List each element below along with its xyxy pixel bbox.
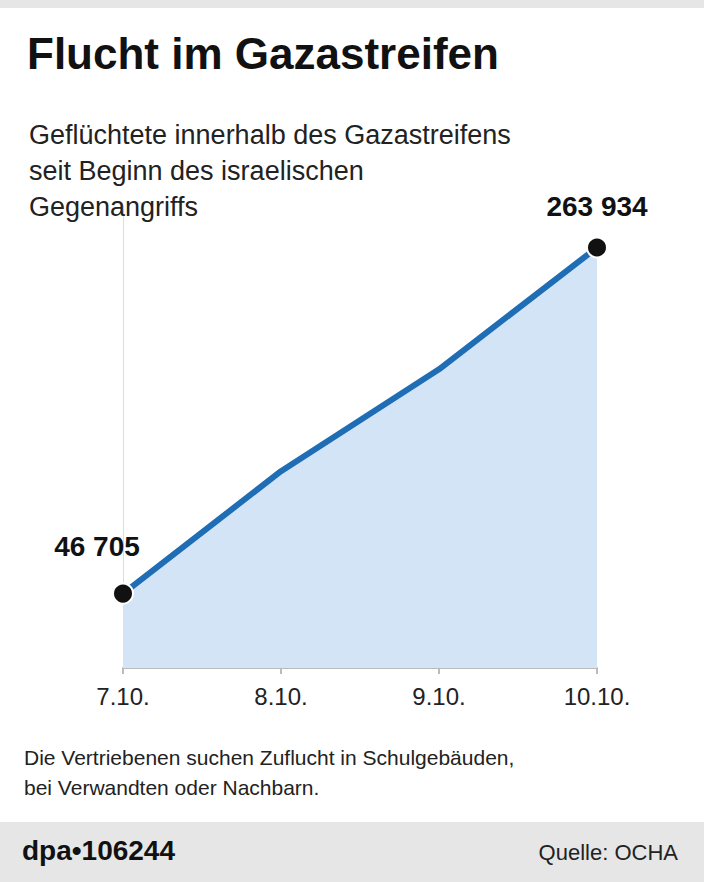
svg-text:Die Vertriebenen suchen Zufluc: Die Vertriebenen suchen Zuflucht in Schu… — [24, 746, 514, 769]
svg-text:263 934: 263 934 — [546, 191, 648, 222]
svg-text:Flucht im Gazastreifen: Flucht im Gazastreifen — [27, 29, 499, 78]
svg-text:8.10.: 8.10. — [254, 683, 307, 710]
svg-text:Gegenangriffs: Gegenangriffs — [29, 192, 198, 222]
svg-text:bei Verwandten oder Nachbarn.: bei Verwandten oder Nachbarn. — [24, 776, 319, 799]
svg-text:9.10.: 9.10. — [412, 683, 465, 710]
svg-text:10.10.: 10.10. — [564, 683, 631, 710]
svg-text:Geflüchtete innerhalb des Gaza: Geflüchtete innerhalb des Gazastreifens — [29, 120, 511, 150]
svg-text:46 705: 46 705 — [54, 531, 140, 562]
svg-text:7.10.: 7.10. — [96, 683, 149, 710]
svg-text:dpa•106244: dpa•106244 — [22, 835, 175, 866]
svg-text:seit Beginn des israelischen: seit Beginn des israelischen — [29, 156, 364, 186]
svg-text:Quelle: OCHA: Quelle: OCHA — [539, 840, 679, 865]
